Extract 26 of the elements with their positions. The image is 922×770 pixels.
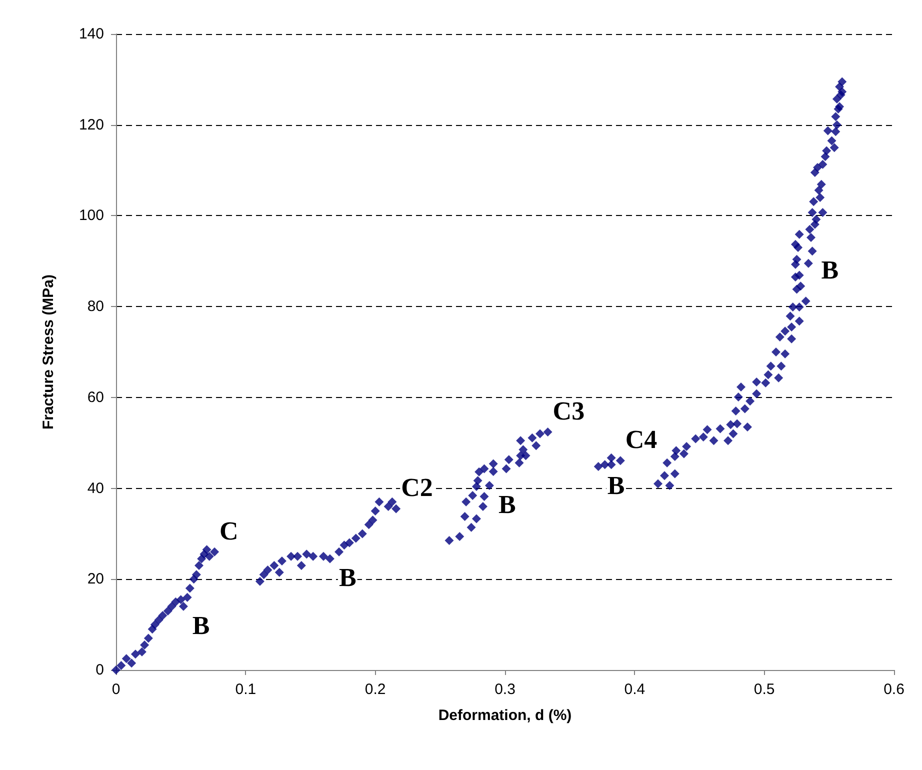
annotation: B <box>498 490 516 520</box>
x-tick-label: 0.1 <box>235 681 256 698</box>
x-tick-label: 0 <box>112 681 120 698</box>
y-tick-label: 80 <box>87 298 104 316</box>
y-axis-title: Fracture Stress (MPa) <box>40 274 57 430</box>
y-tick-label: 120 <box>78 116 104 134</box>
annotation: B <box>821 256 839 285</box>
x-axis-title: Deformation, d (%) <box>438 707 572 724</box>
annotation: B <box>192 610 210 640</box>
x-tick-label: 0.6 <box>884 681 904 698</box>
x-tick-label: 0.4 <box>624 681 646 698</box>
x-tick-label: 0.5 <box>754 681 775 698</box>
annotation: C4 <box>625 425 658 454</box>
annotation: B <box>338 563 356 592</box>
y-tick-label: 100 <box>78 207 104 224</box>
annotation: C2 <box>401 473 433 502</box>
y-tick-label: 140 <box>78 26 104 42</box>
y-tick-label: 0 <box>96 662 104 678</box>
annotation: B <box>607 470 625 500</box>
annotation: C3 <box>552 396 585 426</box>
x-tick-label: 0.2 <box>364 681 386 698</box>
annotation: C <box>220 516 238 546</box>
y-tick-label: 40 <box>87 480 104 497</box>
y-tick-label: 20 <box>87 570 104 588</box>
x-tick-label: 0.3 <box>494 681 516 698</box>
y-tick-label: 60 <box>87 388 104 406</box>
